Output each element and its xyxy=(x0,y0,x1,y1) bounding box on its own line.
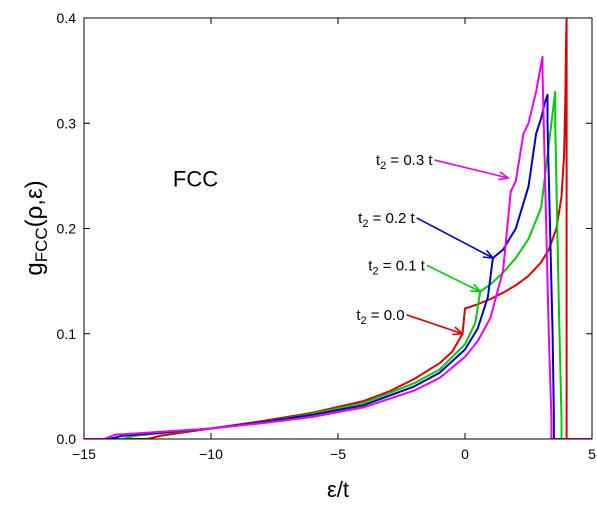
series-arrowhead xyxy=(498,171,511,181)
ticks-layer: −15 −10 −5 0 5 0.0 0.1 0.2 0.3 0.4 xyxy=(57,10,597,462)
y-axis-title: gFCC(ρ,ε) xyxy=(21,180,51,275)
series-arrow xyxy=(426,264,481,293)
series-line xyxy=(84,18,592,439)
series-label: t2 = 0.1 t xyxy=(368,257,425,277)
y-axis-title-tail: (ρ,ε) xyxy=(21,180,48,227)
x-tick-label: 0 xyxy=(461,446,469,462)
x-tick-label: −10 xyxy=(199,446,223,462)
series-arrowhead xyxy=(452,326,465,336)
series-label: t2 = 0.3 t xyxy=(376,152,433,172)
fcc-text-label: FCC xyxy=(173,166,218,191)
y-axis-title-main: g xyxy=(21,262,48,275)
x-tick-label: −15 xyxy=(72,446,96,462)
y-tick-label: 0.0 xyxy=(57,431,77,447)
x-tick-label: −5 xyxy=(330,446,346,462)
series-label: t2 = 0.2 t xyxy=(358,210,415,230)
series-line xyxy=(84,93,592,439)
series-label: t2 = 0.0 xyxy=(356,307,404,327)
x-tick-label: 5 xyxy=(588,446,596,462)
x-axis-title: ε/t xyxy=(327,477,349,502)
series-arrow xyxy=(434,159,509,179)
series-arrowhead xyxy=(482,249,495,259)
series-line xyxy=(84,55,592,439)
series-arrow xyxy=(406,314,463,335)
series-line xyxy=(84,90,592,439)
y-tick-label: 0.3 xyxy=(57,115,77,131)
series-arrow xyxy=(416,217,494,259)
y-tick-label: 0.2 xyxy=(57,221,77,237)
series-layer xyxy=(84,18,592,439)
annotation-layer: t2 = 0.0 t2 = 0.1 t t2 = 0.2 t t2 = 0.3 t FC… xyxy=(173,152,511,336)
y-tick-label: 0.1 xyxy=(57,326,77,342)
series-arrowhead xyxy=(470,283,483,293)
y-axis-title-sub: FCC xyxy=(32,227,51,262)
y-tick-label: 0.4 xyxy=(57,10,77,26)
